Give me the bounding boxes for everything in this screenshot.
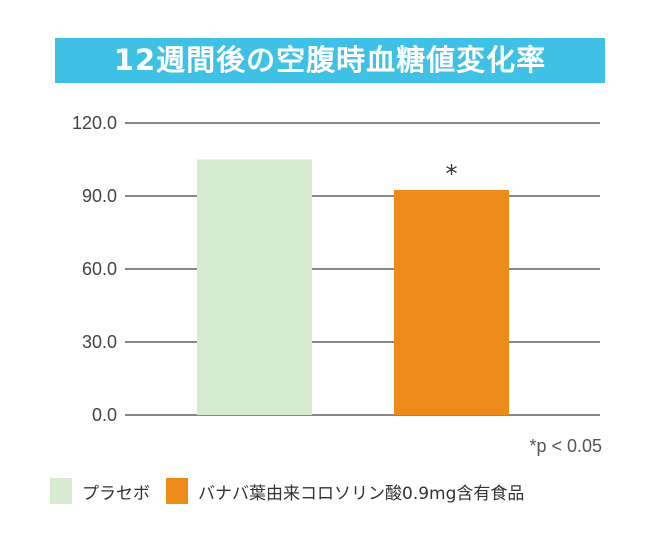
y-tick-label: 60.0 <box>82 259 117 279</box>
y-tick-label: 30.0 <box>82 332 117 352</box>
legend-item-treatment: バナバ葉由来コロソリン酸0.9mg含有食品 <box>166 478 524 504</box>
legend-swatch <box>166 478 188 504</box>
significance-footnote: *p < 0.05 <box>529 436 602 456</box>
y-tick-label: 120.0 <box>72 113 117 133</box>
legend-item-placebo: プラセボ <box>50 478 150 504</box>
bar <box>197 159 312 415</box>
chart-title: 12週間後の空腹時血糖値変化率 <box>55 38 605 83</box>
bar <box>394 189 509 415</box>
legend: プラセボ バナバ葉由来コロソリン酸0.9mg含有食品 <box>50 478 540 504</box>
y-tick-label: 0.0 <box>92 405 117 425</box>
legend-swatch <box>50 478 72 504</box>
legend-label: バナバ葉由来コロソリン酸0.9mg含有食品 <box>198 483 525 504</box>
significance-marker: * <box>446 160 458 188</box>
y-tick-label: 90.0 <box>82 186 117 206</box>
legend-label: プラセボ <box>82 483 150 504</box>
